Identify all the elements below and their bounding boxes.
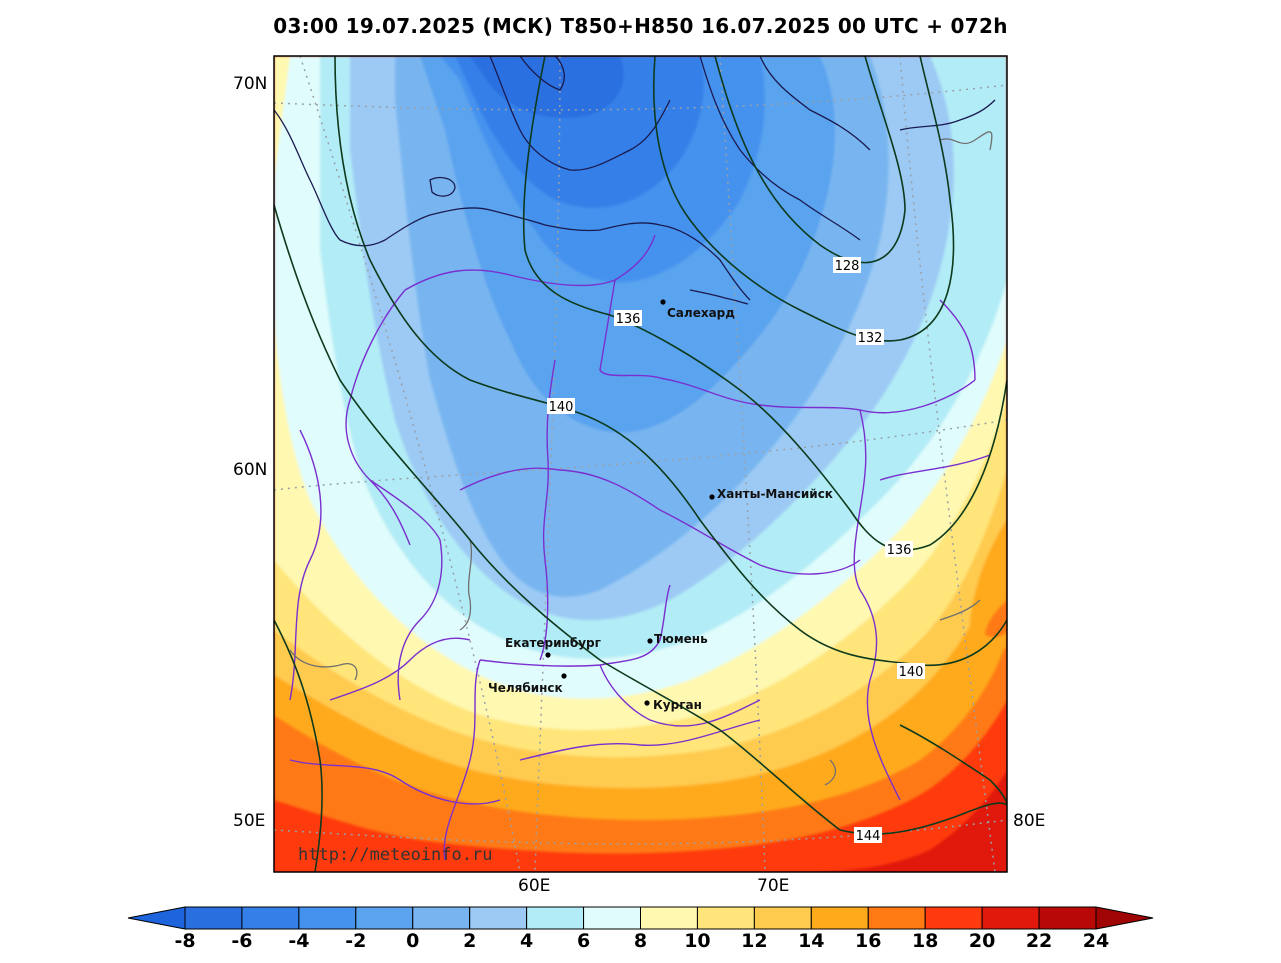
colorbar-low-extension bbox=[127, 906, 186, 930]
isohypse-label: 128 bbox=[835, 259, 860, 274]
isohypse-label: 136 bbox=[887, 543, 912, 558]
watermark: http://meteoinfo.ru bbox=[298, 845, 493, 865]
colorbar-tick-label: 18 bbox=[911, 930, 939, 952]
city-label-kurgan: Курган bbox=[653, 698, 702, 712]
city-marker bbox=[647, 638, 653, 644]
city-marker bbox=[644, 700, 650, 706]
colorbar-tick-label: 2 bbox=[463, 930, 477, 952]
city-label-yekaterinburg: Екатеринбург bbox=[505, 636, 601, 650]
colorbar-segment bbox=[810, 906, 869, 930]
colorbar-tick-label: 20 bbox=[968, 930, 996, 952]
colorbar-segment bbox=[696, 906, 755, 930]
colorbar-tick-label: 4 bbox=[520, 930, 534, 952]
city-label-salekhard: Салехард bbox=[667, 306, 735, 320]
coastline bbox=[274, 56, 996, 305]
colorbar-segment bbox=[753, 906, 812, 930]
colorbar-segment bbox=[241, 906, 300, 930]
colorbar-segment bbox=[867, 906, 926, 930]
city-label-khanty-mansiysk: Ханты-Мансийск bbox=[717, 487, 833, 501]
isohypse-label: 132 bbox=[858, 331, 883, 346]
isohypse-label: 136 bbox=[616, 312, 641, 327]
colorbar-segment bbox=[640, 906, 698, 930]
colorbar-segment bbox=[1038, 906, 1097, 930]
colorbar-segment bbox=[583, 906, 641, 930]
colorbar-tick-label: 22 bbox=[1025, 930, 1053, 952]
colorbar-segment bbox=[924, 906, 983, 930]
colorbar-segment bbox=[298, 906, 357, 930]
colorbar-tick-label: -4 bbox=[288, 930, 310, 952]
colorbar-tick-label: 24 bbox=[1082, 930, 1110, 952]
city-marker bbox=[561, 673, 567, 679]
lon-label-70e: 70E bbox=[757, 876, 790, 896]
colorbar-segment bbox=[355, 906, 414, 930]
colorbar-tick-label: 16 bbox=[855, 930, 882, 952]
colorbar-tick-label: 8 bbox=[633, 930, 648, 952]
colorbar-tick-label: -8 bbox=[174, 930, 196, 952]
colorbar-segment bbox=[412, 906, 471, 930]
lat-label-50e: 50E bbox=[233, 811, 266, 831]
colorbar-tick-label: 14 bbox=[798, 930, 825, 952]
city-marker bbox=[709, 494, 715, 500]
colorbar bbox=[127, 906, 1154, 930]
map-title: 03:00 19.07.2025 (МСК) T850+H850 16.07.2… bbox=[273, 14, 1008, 38]
lon-label-60e: 60E bbox=[518, 876, 551, 896]
isohypse-label: 140 bbox=[549, 400, 574, 415]
colorbar-tick-label: 6 bbox=[576, 930, 591, 952]
colorbar-tick-label: -2 bbox=[345, 930, 367, 952]
lat-label-70n: 70N bbox=[233, 74, 268, 94]
colorbar-segment bbox=[981, 906, 1040, 930]
cities: Салехард Ханты-Мансийск Екатеринбург Тюм… bbox=[488, 299, 833, 712]
temperature-field: 128 132 136 140 136 140 144 Салехард Хан… bbox=[274, 56, 1007, 872]
colorbar-tick-label: -6 bbox=[231, 930, 253, 952]
lon-label-80e: 80E bbox=[1013, 811, 1046, 831]
map-frame bbox=[273, 55, 1008, 873]
rivers bbox=[289, 131, 993, 786]
isohypse-label: 144 bbox=[856, 829, 881, 844]
isohypse-label: 140 bbox=[899, 665, 924, 680]
city-label-tyumen: Тюмень bbox=[654, 632, 708, 646]
city-marker bbox=[660, 299, 666, 305]
colorbar-tick-label: 12 bbox=[741, 930, 768, 952]
lat-label-60n: 60N bbox=[233, 460, 268, 480]
colorbar-segment bbox=[469, 906, 528, 930]
isohypse-labels: 128 132 136 140 136 140 144 bbox=[547, 257, 925, 844]
colorbar-segment bbox=[526, 906, 585, 930]
city-label-chelyabinsk: Челябинск bbox=[488, 681, 563, 695]
isohypses bbox=[274, 56, 1007, 872]
colorbar-segment bbox=[184, 906, 243, 930]
colorbar-high-extension bbox=[1095, 906, 1154, 930]
colorbar-tick-label: 10 bbox=[684, 930, 711, 952]
city-marker bbox=[545, 652, 551, 658]
graticule bbox=[274, 56, 1007, 872]
colorbar-tick-label: 0 bbox=[406, 930, 420, 952]
